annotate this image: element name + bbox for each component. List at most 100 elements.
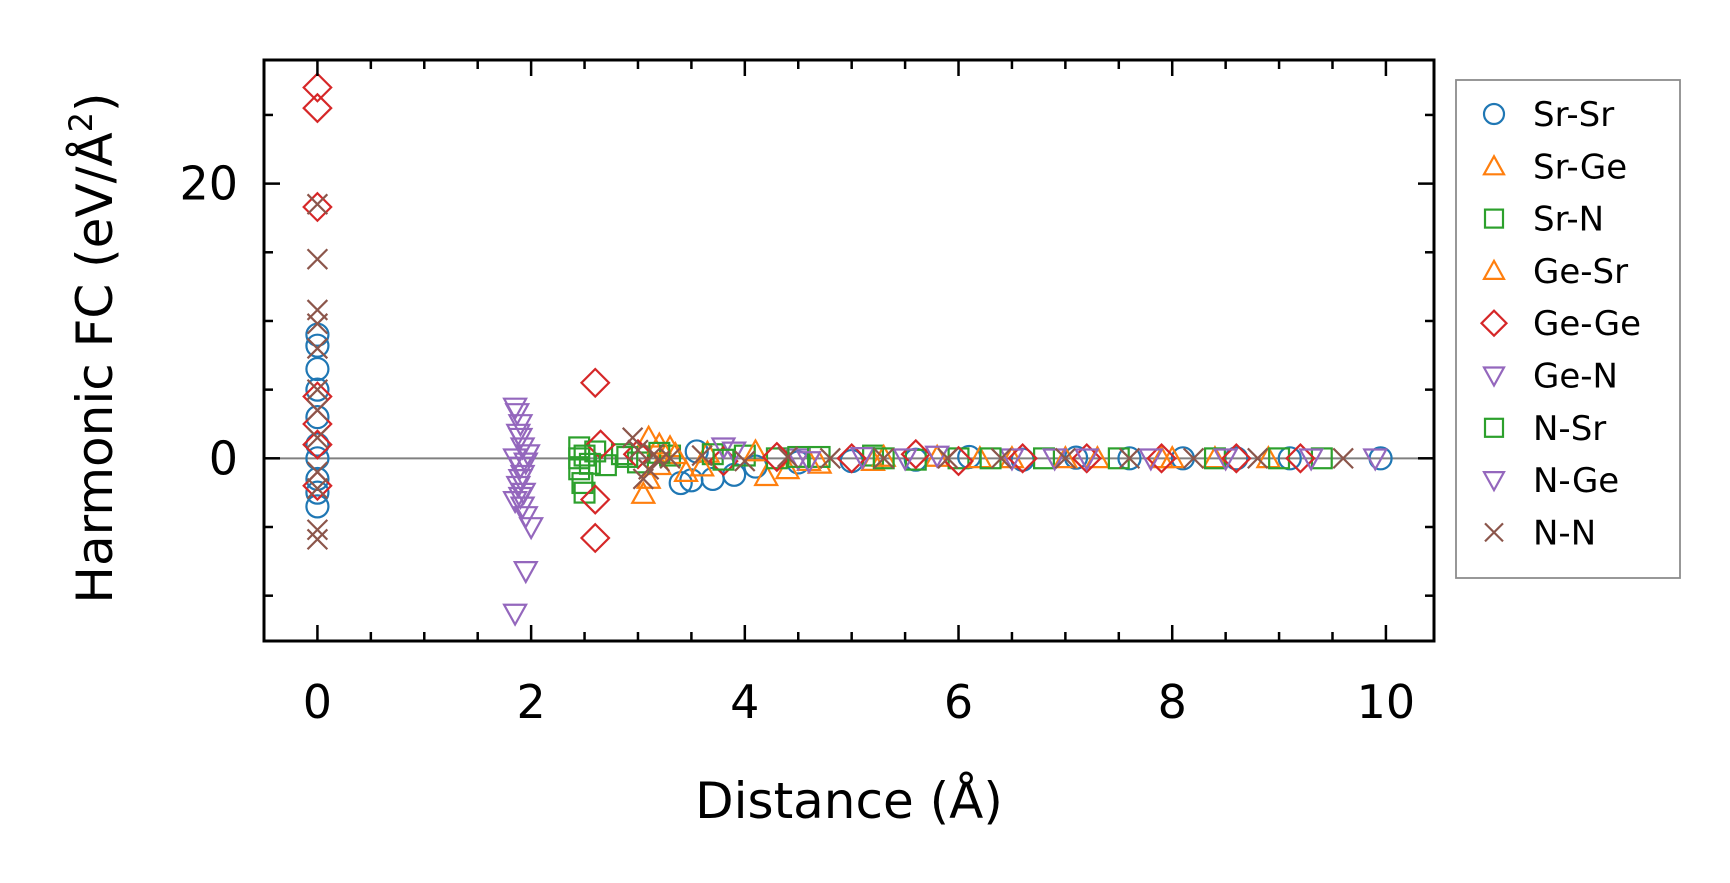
data-point xyxy=(306,528,329,551)
data-point xyxy=(632,468,654,490)
data-point xyxy=(870,443,897,467)
data-point xyxy=(1073,448,1100,472)
data-point xyxy=(510,482,537,506)
data-point xyxy=(761,441,793,473)
legend-marker xyxy=(1482,366,1506,388)
legend-item: Ge-Sr xyxy=(1482,252,1628,292)
legend-item: Sr-Ge xyxy=(1482,147,1627,187)
legend-label: Ge-N xyxy=(1533,357,1618,397)
data-point xyxy=(872,447,895,470)
legend-marker xyxy=(1482,471,1506,493)
data-point xyxy=(305,446,330,471)
data-point xyxy=(721,441,748,465)
series-n-sr xyxy=(573,441,1002,475)
data-point xyxy=(819,447,841,469)
data-point xyxy=(990,447,1012,469)
legend-marker xyxy=(1483,417,1505,438)
data-point xyxy=(1298,448,1324,472)
data-point xyxy=(999,448,1025,472)
data-point xyxy=(1052,445,1079,469)
data-point xyxy=(305,480,330,505)
data-point xyxy=(302,92,333,124)
data-point xyxy=(507,456,534,480)
x-axis-label: Distance (Å) xyxy=(695,772,1003,830)
data-point xyxy=(659,447,681,469)
data-point xyxy=(305,356,330,382)
data-point xyxy=(306,461,329,483)
data-point xyxy=(892,448,918,472)
data-point xyxy=(579,367,611,399)
legend-marker xyxy=(1482,258,1506,280)
data-point xyxy=(712,448,735,471)
data-point xyxy=(630,480,657,504)
data-point xyxy=(924,445,951,469)
data-point xyxy=(306,519,329,541)
data-point xyxy=(873,447,895,469)
data-point xyxy=(305,377,330,402)
data-point xyxy=(1332,447,1354,469)
data-point xyxy=(1268,447,1291,470)
legend-label: N-Sr xyxy=(1533,409,1606,449)
data-point xyxy=(1285,443,1316,474)
data-point xyxy=(673,458,699,482)
legend-item: Sr-Sr xyxy=(1482,95,1614,135)
data-point xyxy=(1182,447,1205,469)
data-point xyxy=(836,443,867,474)
data-point xyxy=(742,438,769,462)
y-axis-label: Harmonic FC (eV/Å2) xyxy=(62,92,124,603)
legend-label: Ge-Sr xyxy=(1533,252,1628,292)
data-point xyxy=(515,444,541,468)
legend-item: Ge-N xyxy=(1482,357,1618,397)
data-point xyxy=(302,72,333,103)
data-point xyxy=(1054,447,1077,469)
data-point xyxy=(573,444,596,467)
data-point xyxy=(512,561,539,585)
data-point xyxy=(1247,447,1269,469)
legend-label: Sr-Sr xyxy=(1533,95,1614,135)
legend-item: N-Ge xyxy=(1482,461,1619,501)
legend-item: N-Sr xyxy=(1483,409,1606,449)
y-tick-label: 20 xyxy=(179,157,238,211)
legend-label: Sr-N xyxy=(1533,200,1604,240)
data-point xyxy=(579,522,611,554)
legend-marker xyxy=(1479,309,1509,338)
data-point xyxy=(305,432,330,457)
legend-marker xyxy=(1483,208,1505,229)
data-point xyxy=(734,450,756,472)
data-point xyxy=(306,193,329,215)
data-point xyxy=(689,453,715,477)
data-point xyxy=(627,439,649,461)
data-point xyxy=(502,491,528,515)
data-point xyxy=(621,427,644,449)
x-tick-label: 0 xyxy=(303,675,332,729)
data-point xyxy=(796,451,822,475)
data-point xyxy=(306,248,329,270)
data-point xyxy=(1041,448,1068,472)
data-point xyxy=(306,399,329,421)
series-ge-n xyxy=(502,397,1389,627)
data-point xyxy=(518,517,544,541)
data-point xyxy=(637,458,660,480)
axis-ticks xyxy=(264,60,1434,641)
data-point xyxy=(578,452,601,475)
data-point xyxy=(305,333,330,358)
legend-marker xyxy=(1482,154,1506,176)
data-point xyxy=(306,313,329,335)
data-point xyxy=(1137,448,1164,472)
x-tick-label: 10 xyxy=(1357,675,1416,729)
data-point xyxy=(1007,443,1038,474)
data-point xyxy=(305,494,330,519)
data-point xyxy=(306,427,329,449)
data-point xyxy=(785,448,812,472)
legend-label: N-Ge xyxy=(1533,461,1619,501)
data-point xyxy=(1362,448,1389,472)
y-tick-label: 0 xyxy=(209,431,238,485)
data-point xyxy=(302,429,333,460)
data-point xyxy=(305,405,330,430)
series-ge-ge xyxy=(302,72,1316,554)
data-point xyxy=(1148,445,1175,469)
data-point xyxy=(1221,443,1252,474)
y-axis-label-close: ) xyxy=(66,92,124,112)
series-n-ge xyxy=(505,423,1068,506)
